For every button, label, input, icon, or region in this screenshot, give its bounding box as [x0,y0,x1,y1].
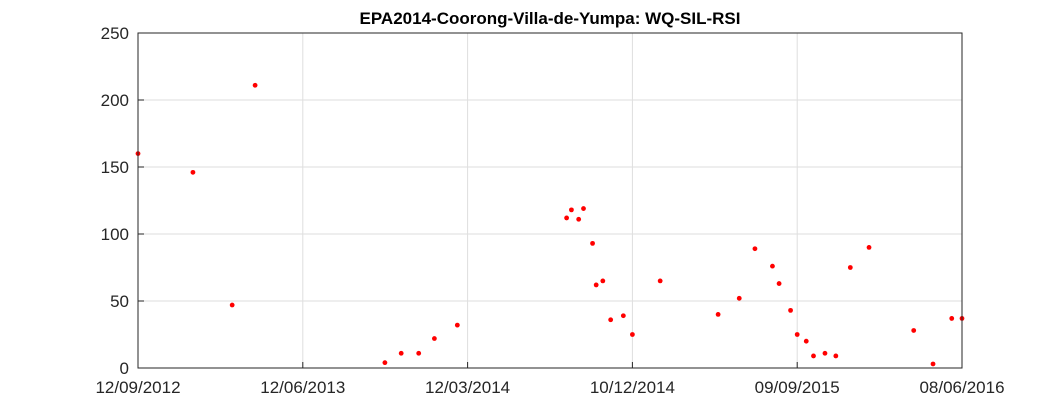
data-point [770,263,775,269]
data-point [822,350,828,356]
data-point [608,317,614,323]
data-point [416,350,422,356]
y-tick-label: 250 [101,24,129,43]
y-tick-label: 100 [101,225,129,244]
plot-area [138,33,962,368]
data-point [564,215,570,221]
data-point [930,361,936,367]
data-point [949,316,955,321]
y-tick-label: 50 [110,292,129,311]
x-tick-label: 10/12/2014 [590,378,675,397]
data-point [569,207,574,213]
data-point [833,353,839,359]
data-point [382,360,388,366]
data-point [657,278,663,284]
data-point [811,353,816,359]
x-tick-label: 12/09/2012 [95,378,180,397]
grid-lines [138,33,962,368]
x-tick-label: 09/09/2015 [755,378,840,397]
y-axis: 0 50 100 150 200 250 [101,24,144,378]
data-point [454,322,460,328]
data-point [630,332,635,337]
y-tick-label: 150 [101,158,129,177]
data-point [736,295,742,301]
data-point [788,307,793,313]
data-point [715,312,721,317]
data-point [776,281,782,286]
data-points [135,82,965,367]
data-point [190,169,196,175]
y-tick-label: 0 [120,359,129,378]
data-point [431,336,437,341]
y-tick-label: 200 [101,91,129,110]
x-tick-label: 12/03/2014 [425,378,510,397]
chart-title: EPA2014-Coorong-Villa-de-Yumpa: WQ-SIL-R… [360,9,741,28]
data-point [590,240,595,246]
x-tick-label: 08/06/2016 [919,378,1004,397]
data-point [581,206,586,211]
data-point [752,246,758,252]
data-point [803,338,809,344]
data-point [847,265,853,270]
x-axis: 12/09/2012 12/06/2013 12/03/2014 10/12/2014… [95,362,1005,397]
data-point [600,278,606,284]
data-point [252,82,258,88]
data-point [866,245,872,250]
data-point [911,328,917,333]
data-point [398,350,404,356]
data-point [620,313,626,319]
data-point [593,282,599,288]
data-point [794,332,800,337]
data-point [576,216,582,222]
x-tick-label: 12/06/2013 [260,378,345,397]
data-point [229,302,235,308]
plot-frame [137,32,963,369]
